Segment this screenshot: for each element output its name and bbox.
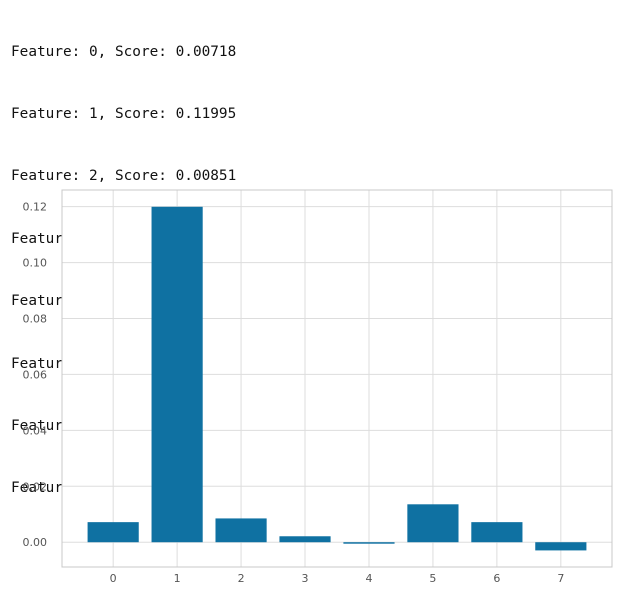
y-tick-label-5: 0.10: [23, 257, 48, 270]
console-line-feature-1: Feature: 1, Score: 0.11995: [11, 105, 237, 122]
x-tick-label-3: 3: [302, 572, 309, 585]
bar-feature-2: [215, 518, 267, 543]
x-tick-label-6: 6: [493, 572, 500, 585]
x-tick-label-5: 5: [429, 572, 436, 585]
x-tick-label-1: 1: [174, 572, 181, 585]
bar-feature-3: [279, 536, 331, 543]
bar-feature-6: [471, 522, 523, 543]
console-line-feature-0: Feature: 0, Score: 0.00718: [11, 43, 237, 60]
chart-bars: [87, 206, 587, 551]
bar-feature-4: [343, 542, 395, 544]
x-tick-label-2: 2: [238, 572, 245, 585]
chart-axes: [61, 189, 613, 568]
y-tick-label-0: 0.00: [23, 536, 48, 549]
x-tick-label-4: 4: [365, 572, 372, 585]
bar-feature-7: [535, 542, 587, 551]
axes-frame: [61, 189, 613, 568]
x-tick-label-7: 7: [557, 572, 564, 585]
bar-feature-0: [87, 522, 139, 543]
x-tick-label-0: 0: [110, 572, 117, 585]
y-tick-label-6: 0.12: [23, 201, 48, 214]
y-tick-label-1: 0.02: [23, 480, 48, 493]
chart-tick-labels: 0.00 0.02 0.04 0.06 0.08 0.10 0.12 0 1 2 3 4 5 6 7: [23, 201, 565, 585]
bar-feature-5: [407, 504, 459, 543]
console-line-feature-2: Feature: 2, Score: 0.00851: [11, 168, 237, 185]
plot-area-background: [62, 190, 612, 567]
bar-feature-1: [151, 206, 203, 543]
y-tick-label-2: 0.04: [23, 424, 48, 437]
y-tick-label-4: 0.08: [23, 313, 48, 326]
chart-grid: [62, 190, 612, 567]
y-tick-label-3: 0.06: [23, 368, 48, 381]
